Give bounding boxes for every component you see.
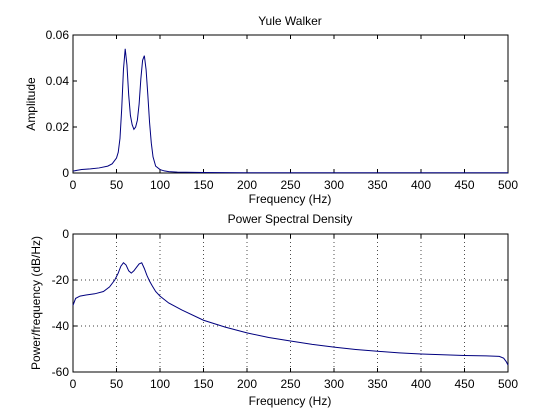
x-tick-label: 50 — [110, 377, 124, 391]
x-tick-label: 0 — [70, 377, 77, 391]
x-tick-label: 350 — [367, 377, 387, 391]
psd-series-line — [72, 262, 509, 366]
x-tick-label: 400 — [411, 178, 431, 192]
x-tick-label: 250 — [280, 178, 300, 192]
y-tick-labels: -60 -40 -20 0 — [52, 227, 70, 379]
x-tick-label: 300 — [324, 377, 344, 391]
x-tick-labels: 0 50 100 150 200 250 300 350 400 450 500 — [70, 178, 519, 192]
y-axis-label: Power/frequency (dB/Hz) — [29, 236, 43, 370]
x-tick-label: 0 — [70, 178, 77, 192]
y-axis-label: Amplitude — [24, 77, 38, 131]
x-tick-label: 350 — [367, 178, 387, 192]
y-tick-label: -60 — [52, 365, 70, 379]
psd-plot: Power Spectral Density 0 50 100 150 200 250 30… — [29, 212, 518, 408]
y-tick-label: 0.06 — [46, 28, 70, 42]
x-tick-label: 150 — [193, 377, 213, 391]
x-tick-label: 200 — [237, 377, 257, 391]
x-tick-labels: 0 50 100 150 200 250 300 350 400 450 500 — [70, 377, 519, 391]
x-axis-label: Frequency (Hz) — [249, 394, 332, 408]
y-tick-label: 0.04 — [46, 74, 70, 88]
x-tick-label: 500 — [498, 377, 518, 391]
y-tick-labels: 0 0.02 0.04 0.06 — [46, 28, 70, 180]
x-tick-label: 50 — [110, 178, 124, 192]
amplitude-plot: Yule Walker 0 50 100 150 200 250 300 350 400 450 5… — [24, 14, 518, 206]
x-tick-label: 450 — [454, 377, 474, 391]
x-tick-label: 400 — [411, 377, 431, 391]
y-tick-label: -20 — [52, 273, 70, 287]
grid-lines — [73, 234, 508, 372]
x-axis-label: Frequency (Hz) — [249, 192, 332, 206]
plot-area — [72, 34, 509, 174]
y-tick-label: 0.02 — [46, 120, 70, 134]
plot-title: Yule Walker — [258, 14, 322, 28]
x-tick-label: 250 — [280, 377, 300, 391]
x-tick-label: 200 — [237, 178, 257, 192]
x-tick-label: 450 — [454, 178, 474, 192]
x-tick-label: 150 — [193, 178, 213, 192]
x-tick-label: 500 — [498, 178, 518, 192]
tick-marks — [72, 233, 509, 373]
x-tick-label: 300 — [324, 178, 344, 192]
x-tick-label: 100 — [150, 178, 170, 192]
y-tick-label: 0 — [62, 166, 69, 180]
plot-title: Power Spectral Density — [228, 212, 353, 226]
y-tick-label: -40 — [52, 319, 70, 333]
y-tick-label: 0 — [62, 227, 69, 241]
x-tick-label: 100 — [150, 377, 170, 391]
amplitude-series-line — [72, 48, 508, 174]
